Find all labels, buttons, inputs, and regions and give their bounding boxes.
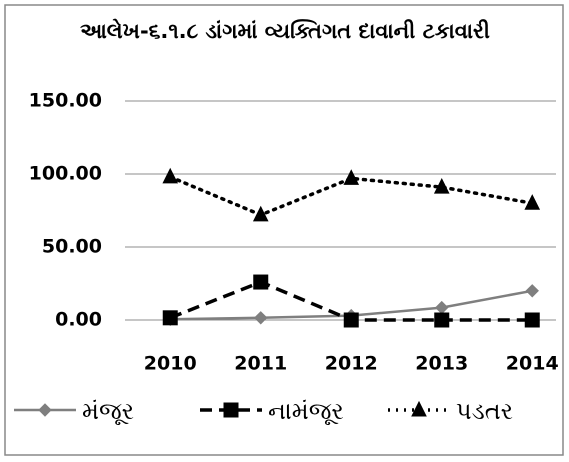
x-tick-label: 2012: [325, 353, 378, 375]
y-tick-label: 100.00: [29, 163, 102, 185]
x-tick-label: 2013: [415, 353, 468, 375]
data-point: [343, 312, 359, 328]
y-tick-label: 50.00: [42, 236, 102, 258]
data-point: [253, 274, 269, 290]
legend-label: મંજૂર: [82, 397, 134, 425]
legend-label: નામંજૂર: [268, 397, 344, 425]
chart-title: આલેખ-૬.૧.૮ ડાંગમાં વ્યક્તિગત દાવાની ટકાવ…: [80, 19, 490, 43]
legend-marker: [411, 400, 427, 417]
y-tick-label: 0.00: [55, 309, 102, 331]
x-tick-label: 2014: [506, 353, 559, 375]
data-point: [524, 194, 541, 210]
data-point: [162, 310, 178, 326]
data-point: [162, 167, 179, 184]
data-point: [524, 312, 540, 328]
x-tick-label: 2011: [234, 353, 287, 375]
data-point: [525, 284, 539, 298]
y-tick-label: 150.00: [29, 90, 102, 112]
x-tick-label: 2010: [144, 353, 197, 375]
data-point: [343, 169, 360, 185]
legend-marker: [38, 403, 52, 417]
chart-frame: [4, 4, 564, 456]
data-point: [434, 312, 450, 328]
legend-label: પડતર: [456, 397, 513, 425]
data-point: [252, 205, 269, 222]
data-point: [254, 311, 268, 325]
data-point: [433, 178, 450, 194]
legend-marker: [223, 402, 239, 418]
